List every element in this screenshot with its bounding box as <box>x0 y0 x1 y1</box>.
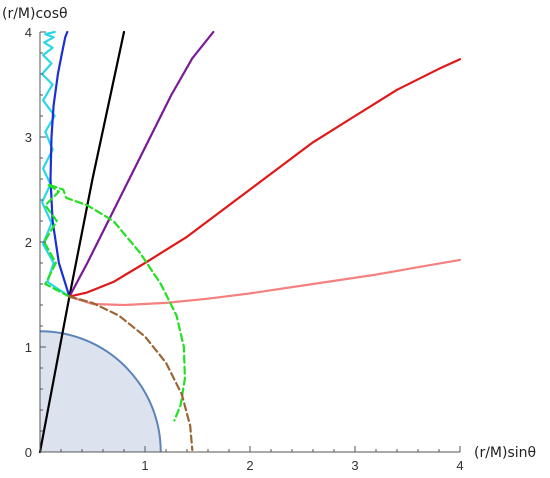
y-tick-label: 4 <box>25 25 32 40</box>
y-tick-label: 2 <box>25 235 32 250</box>
series-line-1 <box>40 30 71 298</box>
x-axis-label: (r/M)sinθ <box>474 445 536 461</box>
series-line-3 <box>38 30 126 454</box>
x-tick-label: 3 <box>351 458 358 473</box>
y-tick-label: 1 <box>25 340 32 355</box>
series-line-2 <box>49 30 71 298</box>
x-tick-label: 2 <box>246 458 253 473</box>
series-layer <box>38 30 462 454</box>
series-line-5 <box>68 58 462 298</box>
ticks: 1 2 3 4 0 1 2 3 4 <box>25 25 464 473</box>
x-tick-label: 4 <box>456 458 463 473</box>
y-axis-label: (r/M)cosθ <box>2 6 68 22</box>
series-line-8 <box>68 295 194 451</box>
series-line-6 <box>68 258 462 307</box>
horizon-region <box>40 331 161 452</box>
series-line-7 <box>43 183 186 422</box>
y-tick-label: 0 <box>25 445 32 460</box>
series-line-4 <box>68 30 215 298</box>
x-tick-label: 1 <box>141 458 148 473</box>
horizon-boundary <box>39 330 162 453</box>
region-layer <box>39 330 162 453</box>
y-tick-label: 3 <box>25 130 32 145</box>
